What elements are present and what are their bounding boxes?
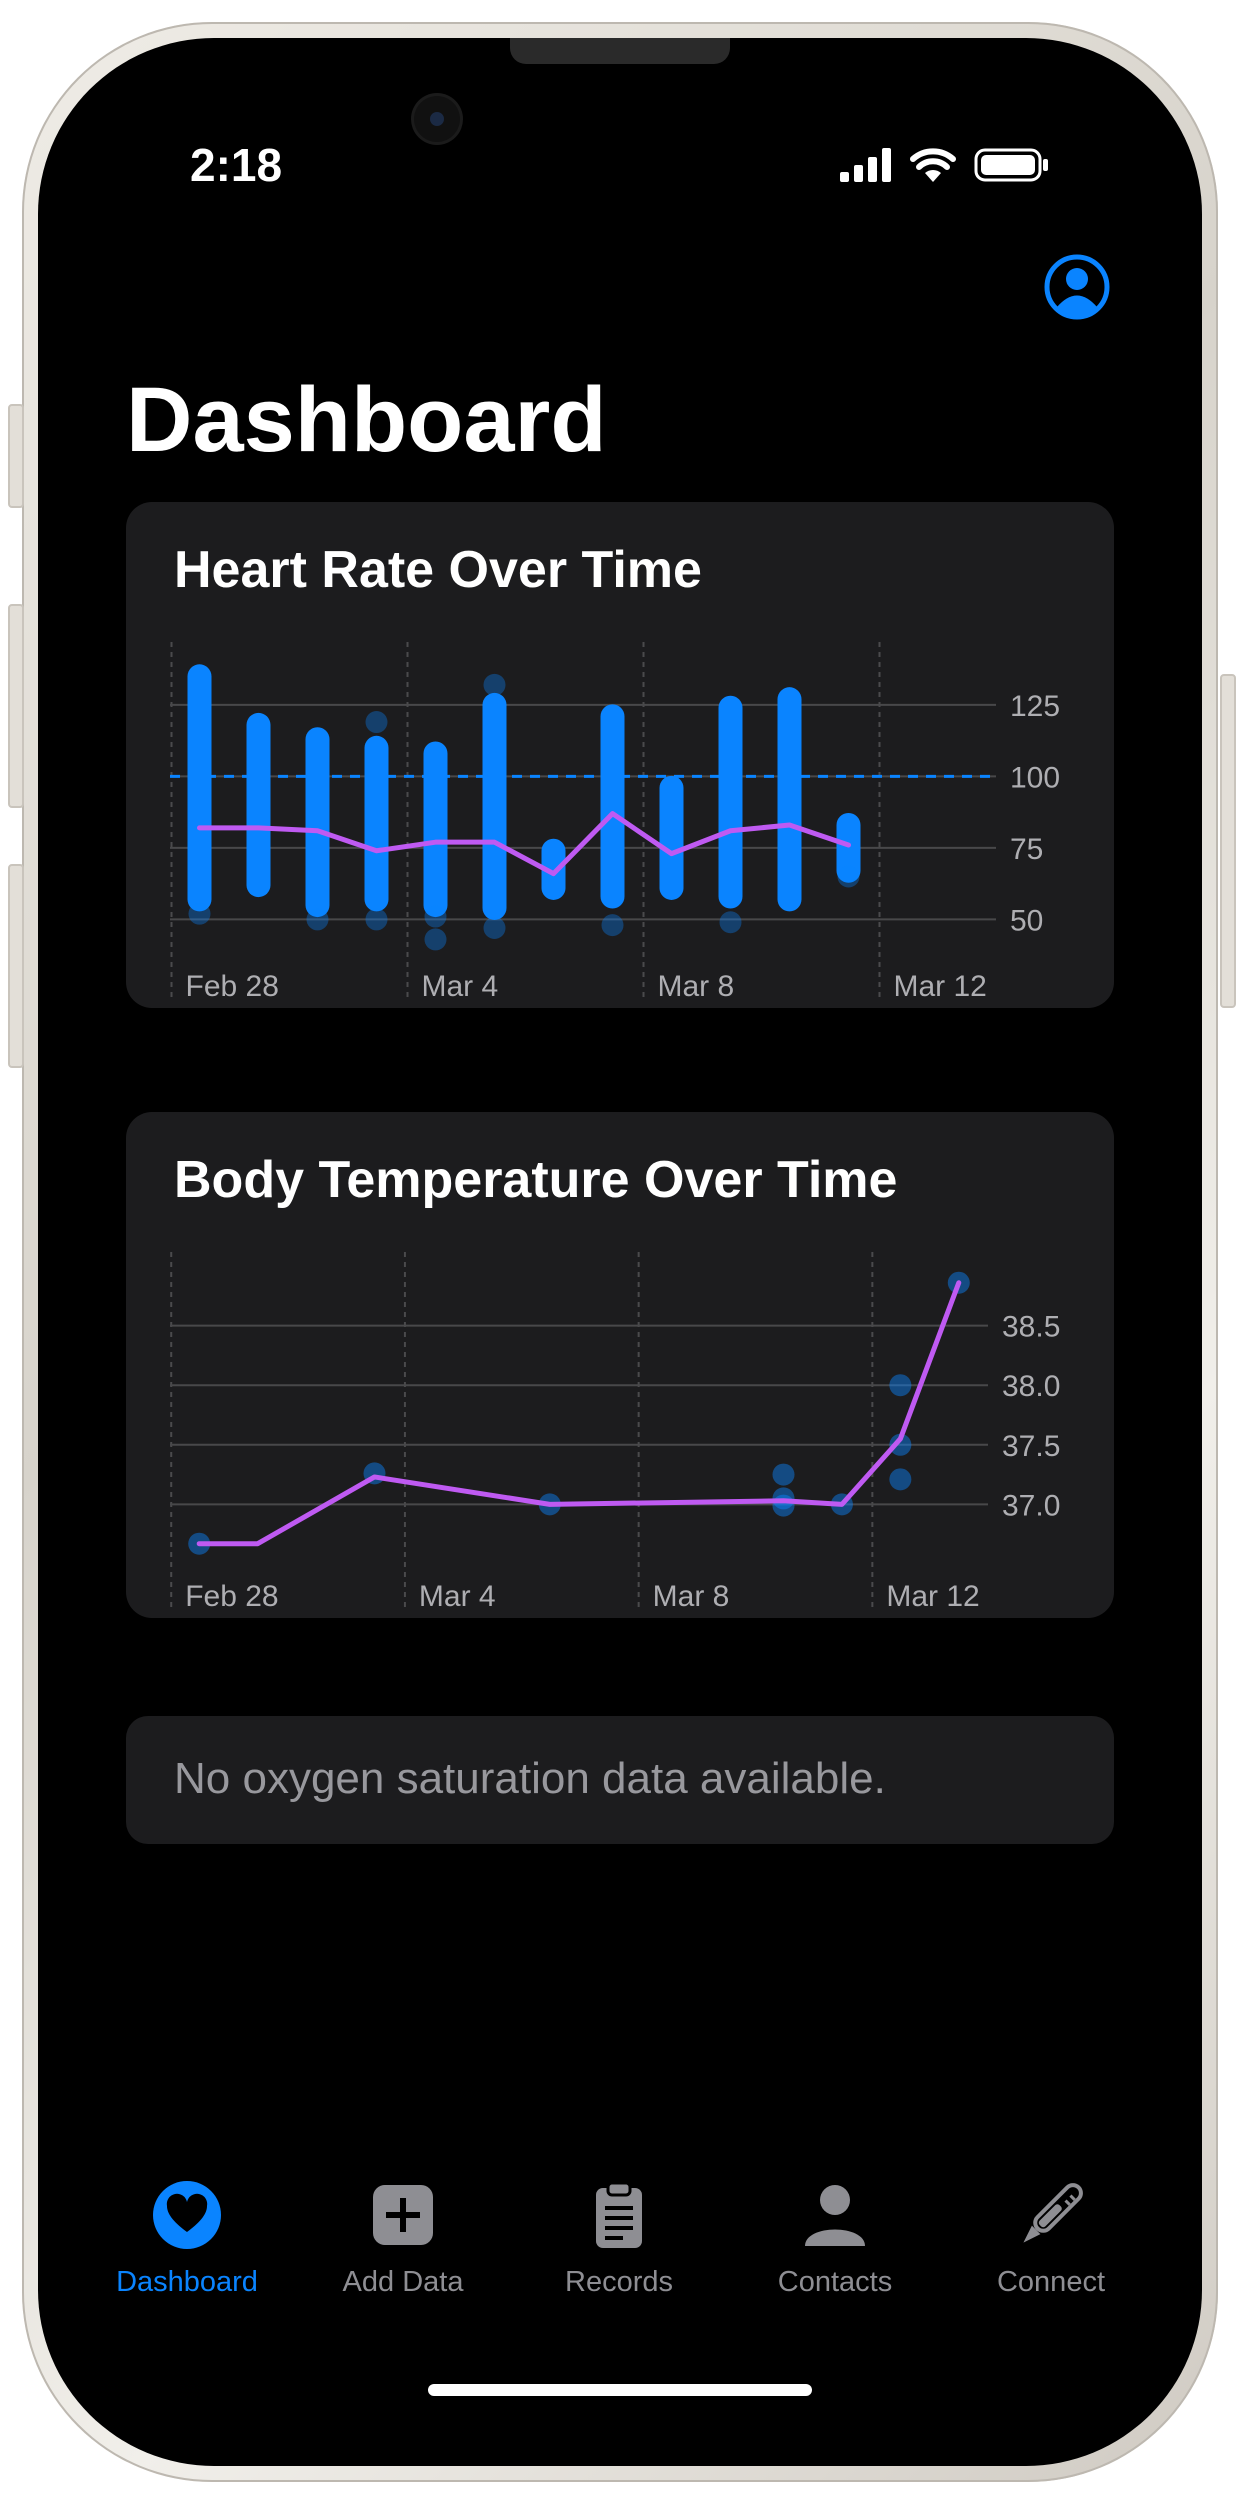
status-icons <box>840 148 1050 182</box>
oxygen-saturation-card: No oxygen saturation data available. <box>126 1716 1114 1844</box>
data-point <box>483 673 506 696</box>
x-tick-label: Mar 12 <box>894 970 987 1003</box>
front-camera <box>414 96 460 142</box>
data-point <box>772 1494 795 1517</box>
y-tick-label: 37.5 <box>1002 1430 1060 1463</box>
y-tick-label: 125 <box>1010 690 1060 723</box>
data-point <box>365 908 388 931</box>
data-point <box>306 908 329 931</box>
y-tick-label: 50 <box>1010 904 1043 937</box>
data-point <box>772 1463 795 1486</box>
volume-up-button <box>8 604 24 808</box>
tab-contacts[interactable]: Contacts <box>740 2180 930 2299</box>
tab-label-contacts: Contacts <box>777 2266 893 2298</box>
data-point <box>601 914 624 937</box>
cellular-signal-icon <box>840 148 891 182</box>
y-tick-label: 38.0 <box>1002 1370 1060 1403</box>
tab-add-data[interactable]: Add Data <box>308 2180 498 2299</box>
data-point <box>365 711 388 734</box>
data-point <box>188 902 211 925</box>
body-temperature-title: Body Temperature Over Time <box>174 1151 898 1209</box>
tab-label-add-data: Add Data <box>342 2266 464 2298</box>
data-point <box>719 911 742 934</box>
tab-label-dashboard: Dashboard <box>116 2266 258 2298</box>
home-indicator <box>428 2384 812 2396</box>
tab-connect[interactable]: Connect <box>956 2180 1146 2299</box>
y-tick-label: 100 <box>1010 761 1060 794</box>
tab-label-records: Records <box>565 2266 673 2298</box>
status-time: 2:18 <box>190 139 283 191</box>
data-point <box>889 1433 912 1456</box>
heart-rate-chart: Feb 28 Mar 4 Mar 8 Mar 12 50 75 100 125 <box>170 642 1060 1003</box>
earpiece-speaker <box>510 38 730 64</box>
tab-bar: Dashboard Add Data Records Contacts <box>0 2180 1240 2340</box>
y-tick-label: 38.5 <box>1002 1311 1060 1344</box>
data-point <box>889 1374 912 1397</box>
volume-down-button <box>8 864 24 1068</box>
heart-circle-icon <box>153 2181 221 2249</box>
person-icon <box>805 2185 865 2246</box>
heart-rate-card: Heart Rate Over Time Feb 28 Mar 4 Mar 8 Mar… <box>126 502 1114 1008</box>
power-button <box>1220 674 1236 1008</box>
data-point <box>889 1468 912 1491</box>
tab-label-connect: Connect <box>996 2266 1105 2298</box>
x-tick-label: Feb 28 <box>186 970 279 1003</box>
x-tick-label: Mar 8 <box>653 1580 730 1613</box>
y-tick-label: 37.0 <box>1002 1489 1060 1522</box>
battery-icon <box>974 148 1048 182</box>
data-point <box>837 865 860 888</box>
silent-switch <box>8 404 24 508</box>
tab-records[interactable]: Records <box>524 2180 714 2299</box>
wifi-icon <box>910 148 956 182</box>
x-tick-label: Feb 28 <box>185 1580 278 1613</box>
x-tick-label: Mar 8 <box>658 970 735 1003</box>
plus-square-icon <box>373 2185 433 2245</box>
body-temperature-chart: Feb 28 Mar 4 Mar 8 Mar 12 37.0 37.5 38.0 38.5 <box>170 1252 1060 1613</box>
y-tick-label: 75 <box>1010 833 1043 866</box>
tab-dashboard[interactable]: Dashboard <box>92 2180 282 2299</box>
x-tick-label: Mar 4 <box>419 1580 496 1613</box>
average-line <box>197 811 851 877</box>
page-title: Dashboard <box>126 369 607 471</box>
x-tick-label: Mar 4 <box>422 970 499 1003</box>
body-temperature-card: Body Temperature Over Time Feb 28 Mar 4 Ma… <box>126 1112 1114 1618</box>
thermometer-icon <box>1023 2183 1083 2243</box>
clipboard-icon <box>596 2181 642 2248</box>
average-line <box>196 1280 962 1547</box>
data-point <box>424 905 447 928</box>
data-point <box>483 916 506 939</box>
oxygen-empty-message: No oxygen saturation data available. <box>174 1754 886 1803</box>
data-point <box>424 928 447 951</box>
x-tick-label: Mar 12 <box>886 1580 979 1613</box>
profile-icon[interactable] <box>1044 254 1110 320</box>
heart-rate-title: Heart Rate Over Time <box>174 541 702 599</box>
